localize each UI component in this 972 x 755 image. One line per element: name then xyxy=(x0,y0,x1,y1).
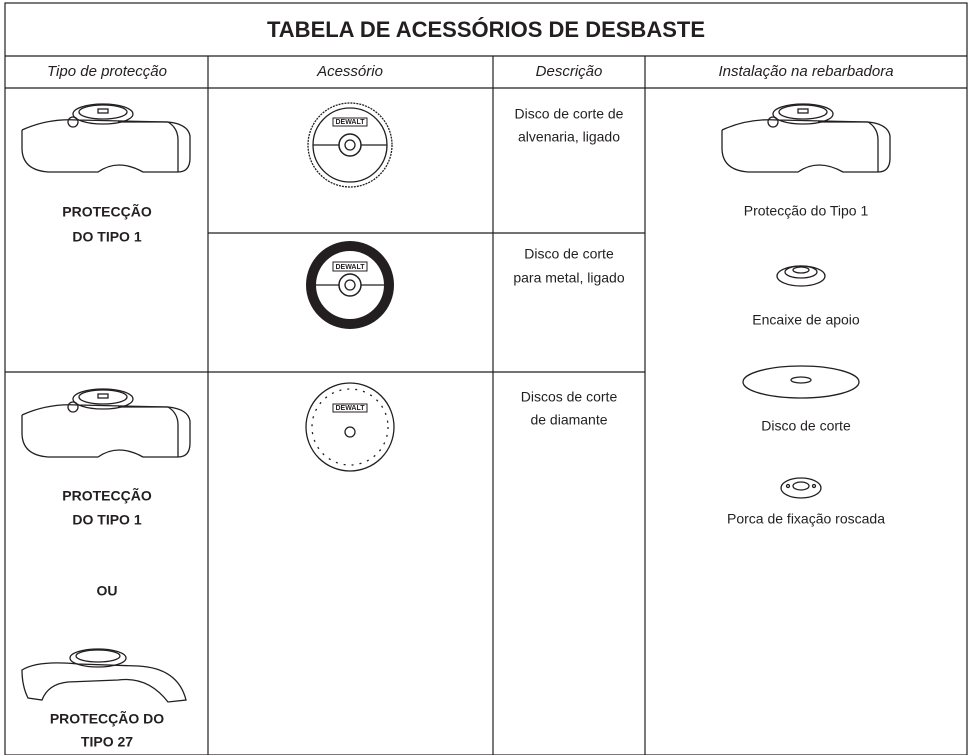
guard-type1-illustration xyxy=(721,103,891,173)
column-header: Descrição xyxy=(536,63,603,80)
installation-label: Disco de corte xyxy=(761,418,851,434)
guard-label: TIPO 27 xyxy=(81,734,133,750)
installation-label: Encaixe de apoio xyxy=(752,312,860,328)
description: para metal, ligado xyxy=(513,270,625,286)
guard-type1-illustration xyxy=(21,103,191,173)
logo: DEWALT xyxy=(335,264,365,271)
guard-label: DO TIPO 1 xyxy=(72,229,141,245)
guard-label: PROTECÇÃO xyxy=(62,487,152,504)
guard-type27-illustration xyxy=(21,648,187,703)
description: Disco de corte xyxy=(524,246,614,262)
column-header: Instalação na rebarbadora xyxy=(718,63,893,80)
installation-label: Protecção do Tipo 1 xyxy=(744,203,869,219)
guard-label: PROTECÇÃO DO xyxy=(50,710,164,727)
cutting-disc-illustration xyxy=(742,365,860,399)
description: alvenaria, ligado xyxy=(518,129,620,145)
logo: DEWALT xyxy=(335,119,365,126)
backing-flange-illustration xyxy=(776,265,826,287)
column-header: Acessório xyxy=(316,63,383,80)
clamp-nut-illustration xyxy=(780,477,822,499)
description: Disco de corte de xyxy=(515,106,624,122)
masonry-disc-illustration: DEWALT xyxy=(307,102,393,188)
description: Discos de corte xyxy=(521,389,618,405)
guard-label: DO TIPO 1 xyxy=(72,512,141,528)
table-title: TABELA DE ACESSÓRIOS DE DESBASTE xyxy=(267,17,705,42)
column-header: Tipo de protecção xyxy=(47,63,167,80)
description: de diamante xyxy=(530,412,607,428)
installation-label: Porca de fixação roscada xyxy=(727,511,885,527)
guard-label: PROTECÇÃO xyxy=(62,203,152,220)
guard-type1-illustration xyxy=(21,388,191,458)
diamond-disc-illustration: DEWALT xyxy=(305,382,395,472)
table-lines xyxy=(4,2,968,755)
or-label: OU xyxy=(97,583,118,599)
logo: DEWALT xyxy=(335,405,365,412)
metal-disc-illustration: DEWALT xyxy=(306,241,394,329)
